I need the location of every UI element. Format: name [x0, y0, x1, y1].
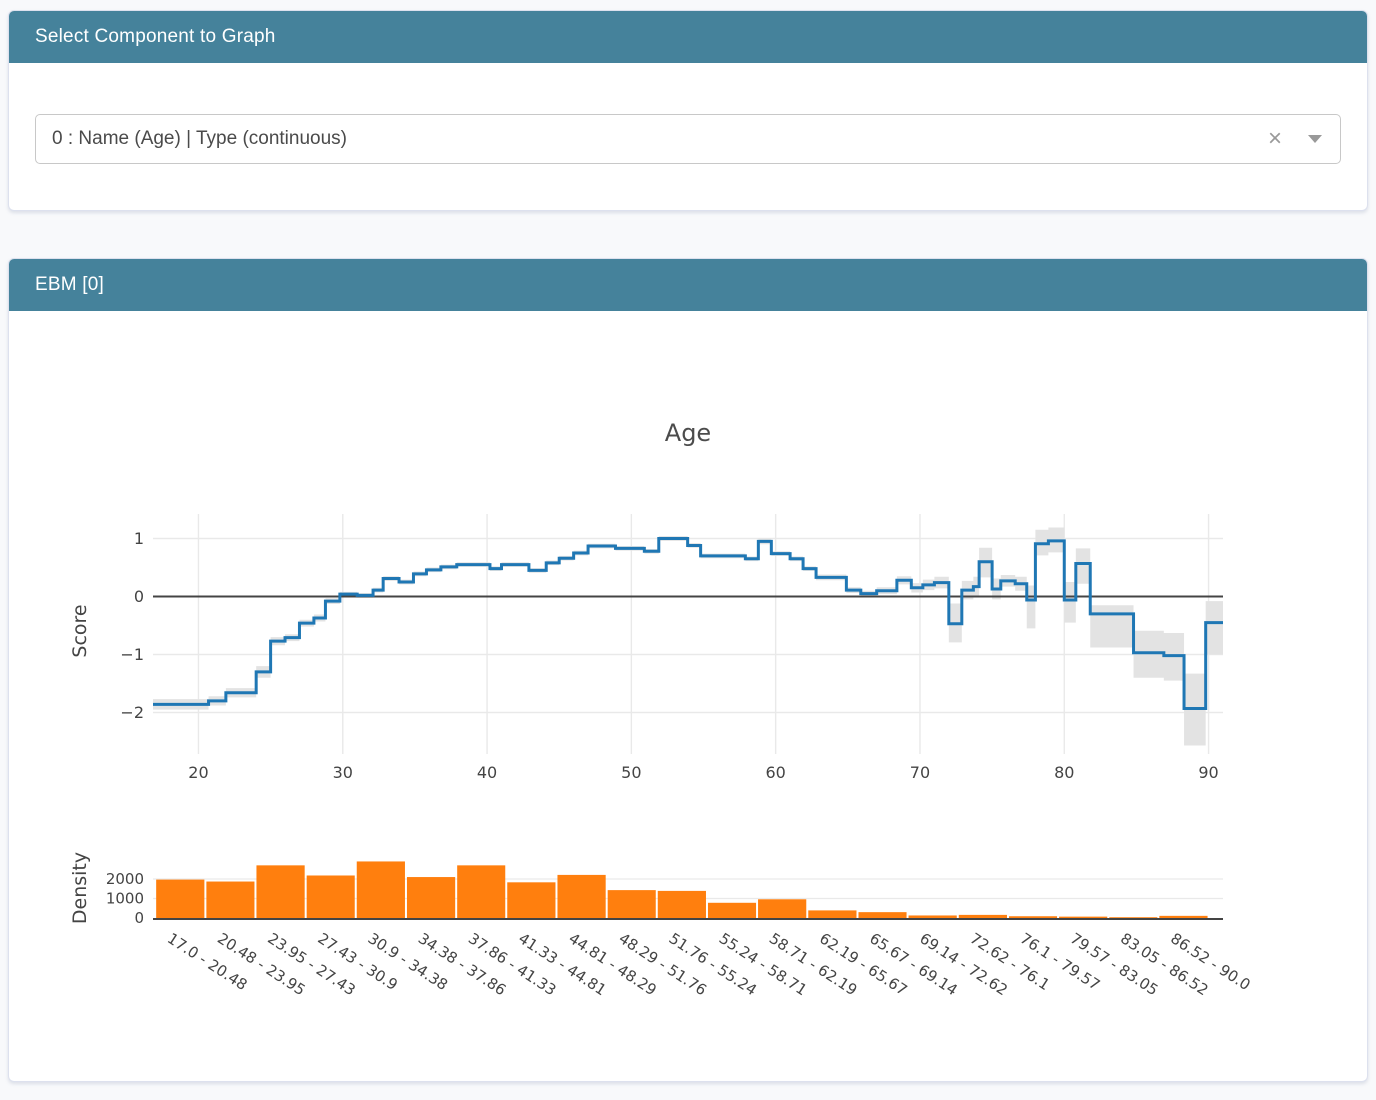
histogram-bar	[758, 899, 807, 918]
histogram-bar	[356, 861, 405, 918]
histogram-bar	[1008, 916, 1058, 918]
svg-text:90: 90	[1198, 763, 1218, 782]
clear-icon[interactable]: ×	[1267, 125, 1282, 152]
histogram-bar	[306, 875, 355, 918]
histogram-bar	[1159, 915, 1208, 918]
histogram-bar	[657, 890, 706, 918]
histogram-bar	[557, 874, 606, 918]
svg-text:1000: 1000	[106, 890, 144, 908]
histogram-bar	[808, 910, 857, 918]
select-component-header: Select Component to Graph	[9, 11, 1367, 63]
select-component-body: 0 : Name (Age) | Type (continuous) ×	[9, 63, 1367, 164]
histogram-bar	[1059, 916, 1108, 918]
svg-text:50: 50	[621, 763, 641, 782]
histogram-bar	[406, 877, 456, 918]
svg-text:0: 0	[134, 587, 144, 606]
ebm-card-header: EBM [0]	[9, 259, 1367, 311]
svg-text:80: 80	[1054, 763, 1074, 782]
svg-text:−1: −1	[120, 645, 144, 664]
histogram-bar	[858, 912, 907, 918]
y-axis-title: Score	[69, 604, 91, 657]
histogram-bar	[908, 915, 957, 918]
histogram-bar	[256, 865, 305, 918]
histogram-bar	[507, 882, 556, 918]
select-component-card: Select Component to Graph 0 : Name (Age)…	[8, 10, 1368, 211]
histogram-bar	[707, 902, 757, 918]
histogram-bar	[156, 879, 205, 918]
chevron-down-icon[interactable]	[1308, 135, 1322, 143]
svg-text:2000: 2000	[106, 870, 144, 888]
ebm-chart-container: Age Score 1 0 −1 −2 20 30 40 50 60 70 80 90 Density 0 10…	[9, 311, 1368, 1082]
histogram-bar	[607, 890, 656, 918]
histogram-bar	[1109, 917, 1158, 918]
svg-text:20: 20	[188, 763, 208, 782]
svg-text:1: 1	[134, 529, 144, 548]
histogram-bar	[206, 881, 255, 918]
svg-text:40: 40	[477, 763, 497, 782]
component-dropdown-value: 0 : Name (Age) | Type (continuous)	[52, 128, 348, 149]
svg-text:70: 70	[910, 763, 930, 782]
svg-text:60: 60	[765, 763, 785, 782]
ebm-card: EBM [0] Age Score 1 0 −1 −2 20 30 40 50 60 70 80 90 De…	[8, 258, 1368, 1082]
density-axis-title: Density	[69, 852, 91, 924]
score-step-line	[153, 537, 1223, 710]
component-dropdown[interactable]: 0 : Name (Age) | Type (continuous) ×	[35, 114, 1341, 164]
svg-text:0: 0	[134, 909, 144, 927]
chart-title: Age	[665, 419, 711, 447]
histogram-bar	[457, 865, 506, 918]
svg-text:30: 30	[333, 763, 353, 782]
histogram-bar	[958, 914, 1007, 918]
svg-text:−2: −2	[120, 703, 144, 722]
